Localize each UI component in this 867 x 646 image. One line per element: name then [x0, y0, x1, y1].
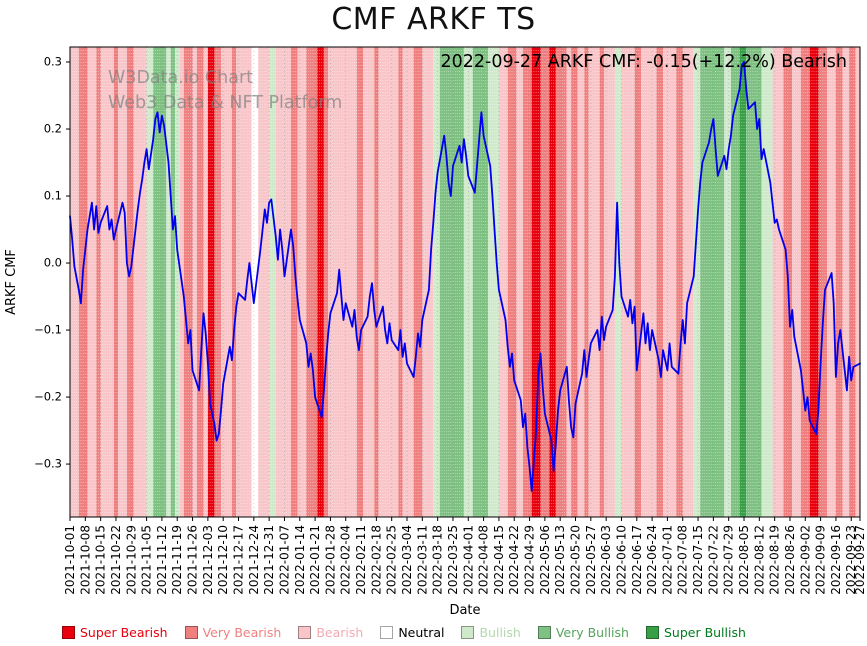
svg-text:2022-08-05: 2022-08-05 [737, 525, 751, 595]
svg-text:0.3: 0.3 [44, 55, 62, 69]
svg-text:2021-12-03: 2021-12-03 [201, 525, 215, 595]
legend-label: Neutral [398, 625, 445, 640]
legend-swatch-very-bullish [537, 626, 551, 639]
svg-text:−0.3: −0.3 [34, 457, 62, 471]
legend-label: Bearish [316, 625, 364, 640]
y-axis-label: ARKF CMF [4, 249, 19, 315]
svg-text:2022-02-18: 2022-02-18 [369, 525, 383, 595]
plot-border [69, 46, 861, 518]
svg-text:2022-07-08: 2022-07-08 [676, 525, 690, 595]
svg-text:2022-05-20: 2022-05-20 [569, 525, 583, 595]
svg-text:2021-10-22: 2021-10-22 [109, 525, 123, 595]
legend: Super Bearish Very Bearish Bearish Neutr… [62, 625, 746, 640]
cmf-series-line [69, 61, 861, 492]
svg-text:2022-04-15: 2022-04-15 [492, 525, 506, 595]
svg-text:2022-08-26: 2022-08-26 [783, 525, 797, 595]
svg-text:2022-07-01: 2022-07-01 [660, 525, 674, 595]
svg-text:2022-04-22: 2022-04-22 [507, 525, 521, 595]
legend-item-very-bullish: Very Bullish [537, 625, 629, 640]
svg-text:2022-02-25: 2022-02-25 [385, 525, 399, 595]
svg-text:2021-11-05: 2021-11-05 [140, 525, 154, 595]
svg-text:2022-05-06: 2022-05-06 [538, 525, 552, 595]
svg-text:2022-07-15: 2022-07-15 [691, 525, 705, 595]
svg-text:2022-08-19: 2022-08-19 [768, 525, 782, 595]
svg-text:2022-02-04: 2022-02-04 [339, 525, 353, 595]
svg-text:2022-07-29: 2022-07-29 [722, 525, 736, 595]
svg-text:2021-11-19: 2021-11-19 [170, 525, 184, 595]
legend-label: Super Bullish [663, 625, 746, 640]
svg-text:2021-11-12: 2021-11-12 [155, 525, 169, 595]
legend-item-very-bearish: Very Bearish [184, 625, 282, 640]
svg-text:2021-12-31: 2021-12-31 [262, 525, 276, 595]
svg-text:2022-06-03: 2022-06-03 [599, 525, 613, 595]
svg-text:2022-03-18: 2022-03-18 [431, 525, 445, 595]
svg-text:2022-03-04: 2022-03-04 [400, 525, 414, 595]
svg-text:2022-09-02: 2022-09-02 [798, 525, 812, 595]
svg-text:2021-12-10: 2021-12-10 [216, 525, 230, 595]
svg-text:2022-06-10: 2022-06-10 [615, 525, 629, 595]
legend-label: Super Bearish [80, 625, 168, 640]
x-axis-label: Date [449, 603, 480, 618]
svg-text:2022-01-28: 2022-01-28 [323, 525, 337, 595]
svg-text:2021-10-29: 2021-10-29 [124, 525, 138, 595]
svg-text:0.0: 0.0 [44, 256, 62, 270]
svg-text:2022-01-07: 2022-01-07 [278, 525, 292, 595]
svg-text:2022-09-27: 2022-09-27 [853, 525, 867, 595]
legend-item-super-bearish: Super Bearish [62, 625, 168, 640]
svg-text:2021-11-26: 2021-11-26 [186, 525, 200, 595]
legend-label: Very Bearish [202, 625, 282, 640]
svg-text:0.1: 0.1 [44, 189, 62, 203]
svg-text:−0.2: −0.2 [34, 390, 62, 404]
legend-item-super-bullish: Super Bullish [645, 625, 746, 640]
svg-text:2022-08-12: 2022-08-12 [752, 525, 766, 595]
svg-text:2021-10-15: 2021-10-15 [94, 525, 108, 595]
svg-text:2022-02-11: 2022-02-11 [354, 525, 368, 595]
legend-item-bearish: Bearish [298, 625, 363, 640]
legend-label: Bullish [479, 625, 521, 640]
svg-text:2022-07-22: 2022-07-22 [706, 525, 720, 595]
svg-text:2021-10-08: 2021-10-08 [78, 525, 92, 595]
svg-text:2022-09-16: 2022-09-16 [829, 525, 843, 595]
daily-grid [71, 47, 859, 517]
svg-text:2022-09-09: 2022-09-09 [814, 525, 828, 595]
chart-title: CMF ARKF TS [331, 2, 536, 37]
svg-text:2022-09-23: 2022-09-23 [844, 525, 858, 595]
svg-text:2022-06-24: 2022-06-24 [645, 525, 659, 595]
legend-swatch-bullish [461, 626, 475, 639]
svg-text:2021-12-17: 2021-12-17 [232, 525, 246, 595]
svg-text:2022-03-25: 2022-03-25 [446, 525, 460, 595]
svg-text:2022-01-14: 2022-01-14 [293, 525, 307, 595]
legend-swatch-very-bearish [184, 626, 198, 639]
svg-text:0.2: 0.2 [44, 122, 62, 136]
svg-text:2022-05-13: 2022-05-13 [553, 525, 567, 595]
svg-text:2022-04-08: 2022-04-08 [477, 525, 491, 595]
legend-swatch-neutral [380, 626, 394, 639]
x-axis: 2021-10-01 2021-10-08 2021-10-15 2021-10-22… [63, 517, 867, 595]
legend-swatch-super-bullish [645, 626, 659, 639]
svg-text:2021-12-24: 2021-12-24 [247, 525, 261, 595]
svg-text:2022-01-21: 2022-01-21 [308, 525, 322, 595]
svg-text:2021-10-01: 2021-10-01 [63, 525, 77, 595]
y-axis: 0.3 0.2 0.1 0.0 −0.1 −0.2 −0.3 [34, 55, 70, 471]
svg-text:−0.1: −0.1 [34, 323, 62, 337]
svg-text:2022-06-17: 2022-06-17 [630, 525, 644, 595]
legend-item-neutral: Neutral [380, 625, 444, 640]
legend-swatch-bearish [298, 626, 312, 639]
svg-text:2022-03-11: 2022-03-11 [415, 525, 429, 595]
svg-text:2022-04-01: 2022-04-01 [461, 525, 475, 595]
svg-text:2022-04-29: 2022-04-29 [523, 525, 537, 595]
legend-label: Very Bullish [555, 625, 629, 640]
svg-text:2022-05-27: 2022-05-27 [584, 525, 598, 595]
legend-swatch-super-bearish [62, 626, 75, 639]
legend-item-bullish: Bullish [461, 625, 521, 640]
latest-value-annotation: 2022-09-27 ARKF CMF: -0.15(+12.2%) Beari… [440, 52, 848, 72]
